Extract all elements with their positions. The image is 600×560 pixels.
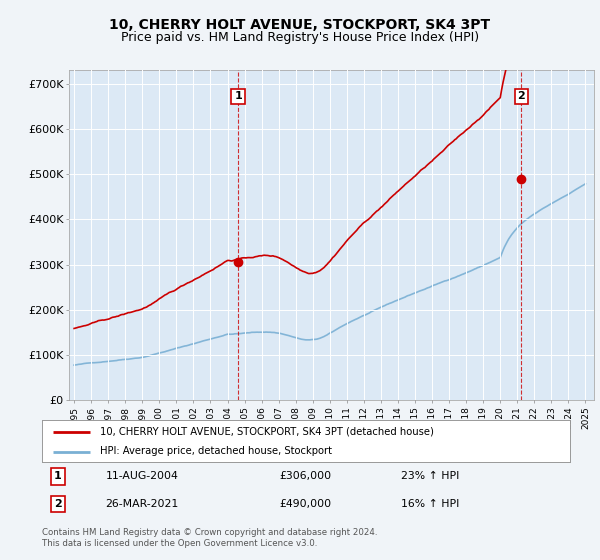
- Text: This data is licensed under the Open Government Licence v3.0.: This data is licensed under the Open Gov…: [42, 539, 317, 548]
- Text: 1: 1: [234, 91, 242, 101]
- Text: Contains HM Land Registry data © Crown copyright and database right 2024.: Contains HM Land Registry data © Crown c…: [42, 528, 377, 537]
- Text: 1: 1: [54, 472, 62, 482]
- Text: 11-AUG-2004: 11-AUG-2004: [106, 472, 178, 482]
- Text: £490,000: £490,000: [280, 500, 332, 509]
- Text: 2: 2: [517, 91, 525, 101]
- Text: 26-MAR-2021: 26-MAR-2021: [106, 500, 179, 509]
- Text: 16% ↑ HPI: 16% ↑ HPI: [401, 500, 460, 509]
- Text: 10, CHERRY HOLT AVENUE, STOCKPORT, SK4 3PT (detached house): 10, CHERRY HOLT AVENUE, STOCKPORT, SK4 3…: [100, 427, 434, 437]
- Text: £306,000: £306,000: [280, 472, 332, 482]
- Text: Price paid vs. HM Land Registry's House Price Index (HPI): Price paid vs. HM Land Registry's House …: [121, 31, 479, 44]
- Text: HPI: Average price, detached house, Stockport: HPI: Average price, detached house, Stoc…: [100, 446, 332, 456]
- Text: 10, CHERRY HOLT AVENUE, STOCKPORT, SK4 3PT: 10, CHERRY HOLT AVENUE, STOCKPORT, SK4 3…: [109, 18, 491, 32]
- Text: 23% ↑ HPI: 23% ↑ HPI: [401, 472, 460, 482]
- Text: 2: 2: [54, 500, 62, 509]
